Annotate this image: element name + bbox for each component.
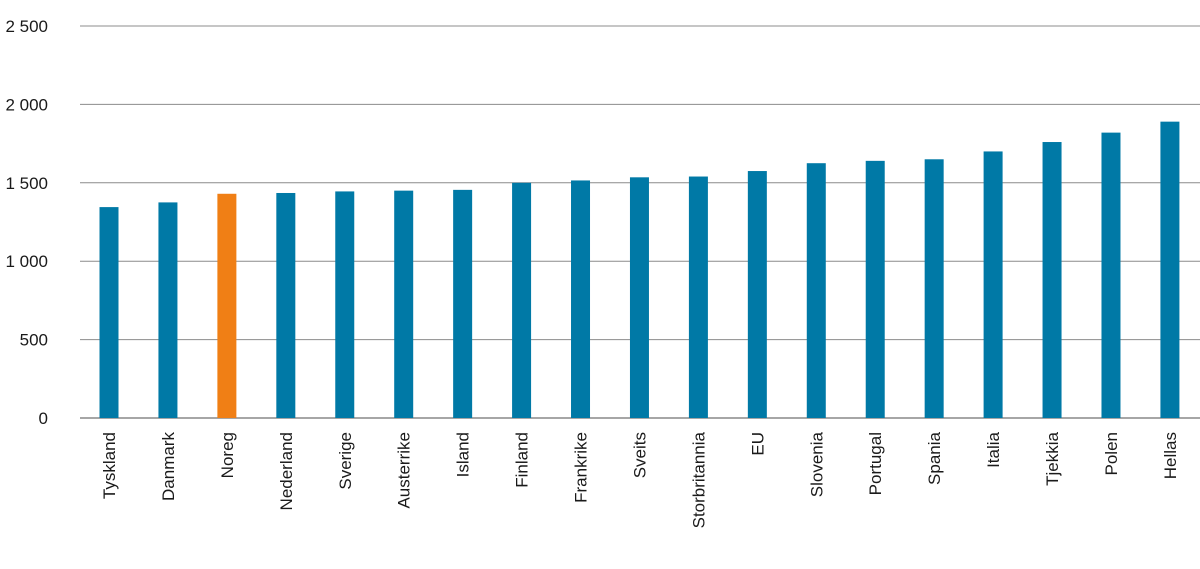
y-tick-label: 1 500 (5, 174, 48, 193)
bar-island (453, 189, 473, 418)
bar-austerrike (394, 190, 414, 418)
x-category-label: Slovenia (807, 431, 826, 497)
bar-spania (924, 159, 944, 418)
x-category-label: Storbritannia (689, 431, 708, 528)
x-axis-labels: Tyskland Danmark Noreg Nederland Sverige Aust… (100, 431, 1180, 528)
y-axis-ticks: 0 500 1 000 1 500 2 000 2 500 (5, 17, 48, 428)
x-category-label: Nederland (277, 432, 296, 510)
bar-portugal (865, 160, 885, 418)
bar-hellas (1160, 121, 1180, 419)
x-category-label: Sveits (630, 432, 649, 478)
bar-polen (1101, 132, 1121, 418)
x-category-label: Polen (1102, 432, 1121, 475)
bar-eu (747, 171, 767, 418)
x-category-label: Island (454, 432, 473, 477)
x-category-label: Austerrike (395, 432, 414, 509)
y-tick-label: 2 000 (5, 95, 48, 114)
bars (99, 121, 1180, 419)
x-category-label: Noreg (218, 432, 237, 478)
y-tick-label: 2 500 (5, 17, 48, 36)
x-category-label: Portugal (866, 432, 885, 495)
x-category-label: Danmark (159, 432, 178, 501)
x-category-label: Sverige (336, 432, 355, 490)
bar-tjekkia (1042, 142, 1062, 418)
y-tick-label: 0 (39, 409, 48, 428)
bar-tyskland (99, 207, 119, 418)
x-category-label: Frankrike (572, 432, 591, 503)
bar-danmark (158, 202, 178, 418)
bar-storbritannia (688, 176, 708, 418)
bar-frankrike (571, 180, 591, 418)
x-category-label: Tjekkia (1043, 431, 1062, 485)
x-category-label: Tyskland (100, 432, 119, 499)
y-tick-label: 1 000 (5, 252, 48, 271)
bar-nederland (276, 192, 296, 418)
bar-slovenia (806, 163, 826, 418)
x-category-label: Italia (984, 431, 1003, 467)
bar-sverige (335, 191, 355, 418)
x-category-label: EU (748, 432, 767, 456)
bar-sveits (629, 177, 649, 418)
bar-finland (512, 182, 532, 418)
bar-italia (983, 151, 1003, 418)
x-category-label: Finland (513, 432, 532, 488)
bar-noreg (217, 193, 237, 418)
y-tick-label: 500 (20, 331, 48, 350)
x-category-label: Spania (925, 431, 944, 484)
x-category-label: Hellas (1161, 432, 1180, 479)
